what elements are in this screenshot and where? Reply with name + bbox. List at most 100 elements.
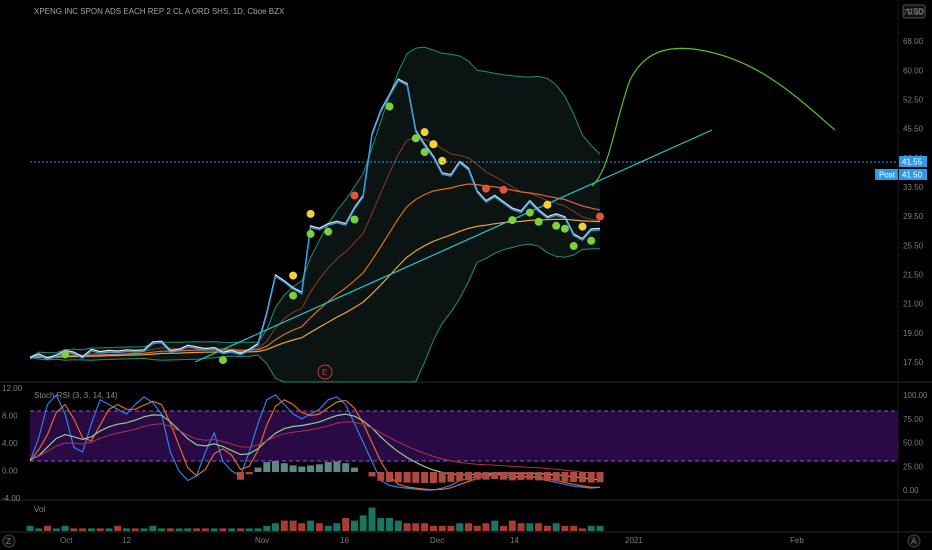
projection-curve[interactable]: [591, 47, 836, 187]
post-market-value: 41.50: [902, 171, 923, 180]
stoch-hist-bar: [491, 472, 499, 479]
volume-bar: [351, 520, 358, 531]
volume-bar: [193, 528, 201, 531]
volume-bar: [386, 518, 393, 531]
stoch-hist-bar: [324, 462, 332, 472]
stoch-band-fill: [30, 411, 898, 461]
volume-bar: [35, 528, 43, 531]
band-lower: [29, 243, 601, 383]
volume-bar: [263, 525, 271, 531]
signal-dot: [596, 212, 604, 221]
price-scale-tick: 21.00: [903, 300, 924, 309]
volume-bar: [114, 525, 122, 531]
time-axis-label: Nov: [255, 536, 269, 545]
osc-scale[interactable]: 100.00 75.00 50.00 25.00 0.00: [903, 391, 928, 495]
price-scale[interactable]: 75.0068.0060.0052.5045.5037.5033.5029.50…: [903, 8, 924, 367]
price-scale-tick: 17.50: [903, 358, 924, 367]
signal-dot: [306, 209, 315, 218]
time-axis[interactable]: Oct 12 Nov 16 Dec 14 2021 Feb: [60, 536, 804, 545]
price-scale-tick: 75.00: [903, 8, 924, 17]
volume-bar: [61, 525, 69, 531]
volume-bar: [87, 528, 95, 531]
time-axis-label: 2021: [625, 536, 643, 545]
volume-bar: [123, 528, 130, 531]
zoom-button[interactable]: Z: [2, 534, 16, 548]
signal-dots: [61, 102, 604, 365]
signal-dot: [578, 222, 587, 231]
time-axis-label: 16: [340, 536, 349, 545]
stoch-hist-bar: [456, 472, 464, 481]
stoch-hist-bar: [500, 472, 507, 480]
volume-bar: [526, 523, 534, 531]
stoch-hist-bar: [342, 463, 350, 472]
signal-dot: [218, 356, 227, 365]
volume-bar: [140, 528, 148, 531]
signal-dot: [350, 191, 359, 200]
signal-dot: [385, 102, 394, 111]
price-scale-tick: 60.00: [903, 66, 924, 75]
volume-bar: [149, 525, 157, 531]
signal-dot: [552, 221, 561, 230]
trendline[interactable]: [194, 129, 713, 363]
stoch-hist-bar: [245, 472, 253, 475]
stoch-hist-bar: [421, 472, 429, 483]
stoch-hist-bar: [596, 472, 604, 483]
volume-bar: [368, 507, 376, 531]
zoom-button-label: Z: [6, 537, 11, 546]
volume-bar: [158, 528, 165, 531]
volume-bar: [552, 523, 560, 531]
volume-bar: [210, 528, 218, 531]
volume-bar: [447, 525, 455, 531]
stoch-hist-bar: [412, 472, 420, 483]
price-scale-tick: 68.00: [903, 37, 924, 46]
stoch-hist-bar: [333, 461, 341, 472]
volume-bar: [175, 528, 183, 531]
volume-bar: [377, 518, 385, 531]
volume-bar: [131, 528, 139, 531]
volume-bar: [219, 528, 227, 531]
price-line: [29, 79, 601, 361]
currency-badge[interactable]: USD: [902, 4, 926, 19]
signal-dot: [438, 156, 447, 165]
volume-bar: [201, 528, 209, 531]
earnings-marker[interactable]: E: [317, 364, 333, 380]
volume-bar: [254, 528, 262, 531]
post-market-tag: Post 41.50: [875, 169, 927, 180]
signal-dot: [350, 215, 359, 224]
volume-bar: [342, 518, 350, 531]
post-market-label: Post: [879, 171, 896, 180]
volume-bar: [324, 525, 332, 531]
volume-bar: [315, 523, 323, 531]
volume-bar: [465, 523, 472, 531]
price-scale-tick: 21.50: [903, 271, 924, 280]
volume-bar: [298, 523, 306, 531]
volume-bar: [280, 520, 288, 531]
time-axis-label: Feb: [790, 536, 804, 545]
stoch-hist-bar: [570, 472, 578, 483]
oscillator-series: [29, 393, 604, 491]
stoch-hist-bar: [447, 472, 455, 482]
volume-bar: [52, 528, 60, 531]
volume-bar: [394, 520, 402, 531]
volume-bar: [570, 525, 578, 531]
volume-bar: [482, 523, 490, 531]
osc-title: Stoch RSI (3, 3, 14, 14): [34, 391, 118, 400]
osc-scale-tick: 25.00: [903, 462, 924, 471]
signal-dot: [306, 229, 315, 238]
time-axis-label: 12: [122, 536, 131, 545]
volume-bar: [105, 528, 113, 531]
last-price-tag: 41.55: [899, 156, 927, 167]
signal-dot: [429, 140, 438, 149]
price-scale-tick: 29.50: [903, 212, 924, 221]
osc-scale-tick: 100.00: [903, 391, 928, 400]
volume-bar: [184, 528, 192, 531]
volume-bar: [272, 523, 279, 531]
stoch-hist-bar: [473, 472, 481, 480]
stoch-hist-bar: [315, 464, 323, 472]
volume-bar: [79, 528, 87, 531]
currency-badge-label: USD: [907, 7, 924, 16]
stoch-hist-bar: [517, 472, 525, 480]
price-shadow-line: [29, 78, 601, 359]
auto-scale-button[interactable]: A: [907, 534, 921, 548]
stoch-hist-bar: [254, 467, 262, 472]
